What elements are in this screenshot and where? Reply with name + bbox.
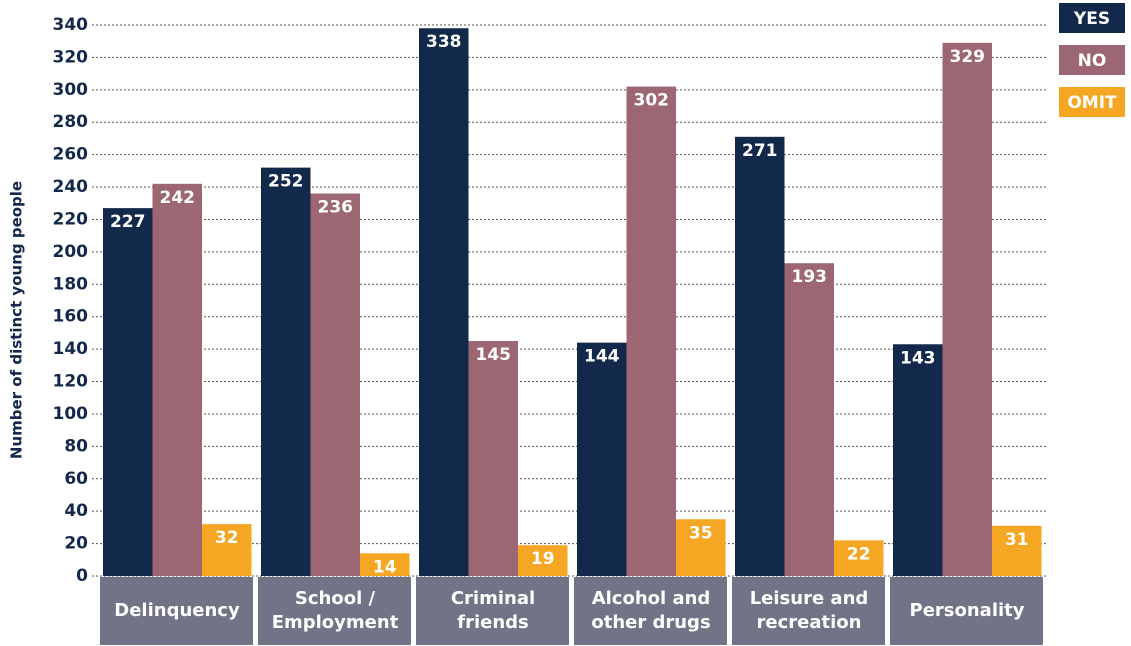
- bar: [202, 524, 252, 576]
- x-tick-label: Employment: [272, 612, 399, 633]
- y-tick-label: 300: [53, 80, 89, 100]
- value-label: 302: [634, 91, 670, 111]
- value-label: 329: [950, 47, 986, 67]
- category-box: [258, 577, 411, 645]
- bar: [893, 344, 943, 576]
- value-label: 338: [426, 32, 462, 52]
- value-label: 31: [1005, 530, 1029, 550]
- value-label: 242: [160, 188, 196, 208]
- value-label: 14: [373, 557, 397, 577]
- x-tick-label: Delinquency: [114, 600, 240, 621]
- bar: [152, 183, 202, 577]
- y-tick-label: 260: [53, 145, 89, 165]
- x-tick-label: Criminal: [451, 588, 535, 609]
- value-label: 144: [584, 347, 620, 367]
- y-tick-label: 160: [53, 307, 89, 327]
- x-tick-label: Leisure and: [750, 588, 869, 609]
- bar: [261, 167, 311, 577]
- value-label: 19: [531, 549, 555, 569]
- x-tick-label: recreation: [757, 612, 862, 633]
- bar: [735, 136, 785, 576]
- x-tick-label: Alcohol and: [592, 588, 711, 609]
- bar: [942, 42, 992, 576]
- category-box: [574, 577, 727, 645]
- bar: [103, 208, 153, 576]
- bar: [577, 342, 627, 576]
- y-tick-label: 120: [53, 372, 89, 392]
- y-tick-label: 200: [53, 242, 89, 262]
- y-tick-label: 320: [53, 47, 89, 67]
- y-axis-title: Number of distinct young people: [8, 181, 26, 459]
- legend-swatch: [1059, 87, 1125, 117]
- y-tick-label: 40: [64, 501, 88, 521]
- category-box: [100, 577, 253, 645]
- x-tick-label: School /: [295, 588, 376, 609]
- bar: [676, 519, 726, 576]
- y-tick-label: 240: [53, 177, 89, 197]
- x-tick-label: other drugs: [591, 612, 710, 633]
- bar: [626, 86, 676, 577]
- bar: [518, 545, 568, 576]
- bar: [834, 540, 884, 576]
- y-tick-label: 100: [53, 404, 89, 424]
- value-label: 35: [689, 523, 713, 543]
- y-tick-label: 80: [64, 436, 88, 456]
- value-label: 271: [742, 141, 778, 161]
- y-tick-label: 340: [53, 15, 89, 35]
- legend-label: OMIT: [1067, 93, 1117, 113]
- value-label: 227: [110, 212, 146, 232]
- x-tick-label: Personality: [910, 600, 1025, 621]
- y-tick-label: 0: [76, 566, 88, 586]
- bar: [310, 193, 360, 576]
- bar: [419, 28, 469, 577]
- value-label: 252: [268, 172, 304, 192]
- legend-label: YES: [1073, 9, 1110, 29]
- bar: [468, 341, 518, 576]
- category-box: [732, 577, 885, 645]
- category-box: [890, 577, 1043, 645]
- x-tick-label: friends: [457, 612, 529, 633]
- y-tick-label: 140: [53, 339, 89, 359]
- category-box: [416, 577, 569, 645]
- legend-label: NO: [1078, 51, 1107, 71]
- value-label: 236: [318, 198, 354, 218]
- value-label: 32: [215, 528, 239, 548]
- bar: [784, 263, 834, 576]
- value-label: 22: [847, 544, 871, 564]
- legend-swatch: [1059, 3, 1125, 33]
- bar: [992, 525, 1042, 576]
- value-label: 143: [900, 348, 936, 368]
- y-tick-label: 60: [64, 469, 88, 489]
- y-tick-label: 280: [53, 112, 89, 132]
- value-label: 145: [476, 345, 512, 365]
- y-tick-label: 180: [53, 274, 89, 294]
- legend-swatch: [1059, 45, 1125, 75]
- value-label: 193: [792, 267, 828, 287]
- bar: [360, 553, 410, 576]
- y-tick-label: 220: [53, 209, 89, 229]
- y-tick-label: 20: [64, 534, 88, 554]
